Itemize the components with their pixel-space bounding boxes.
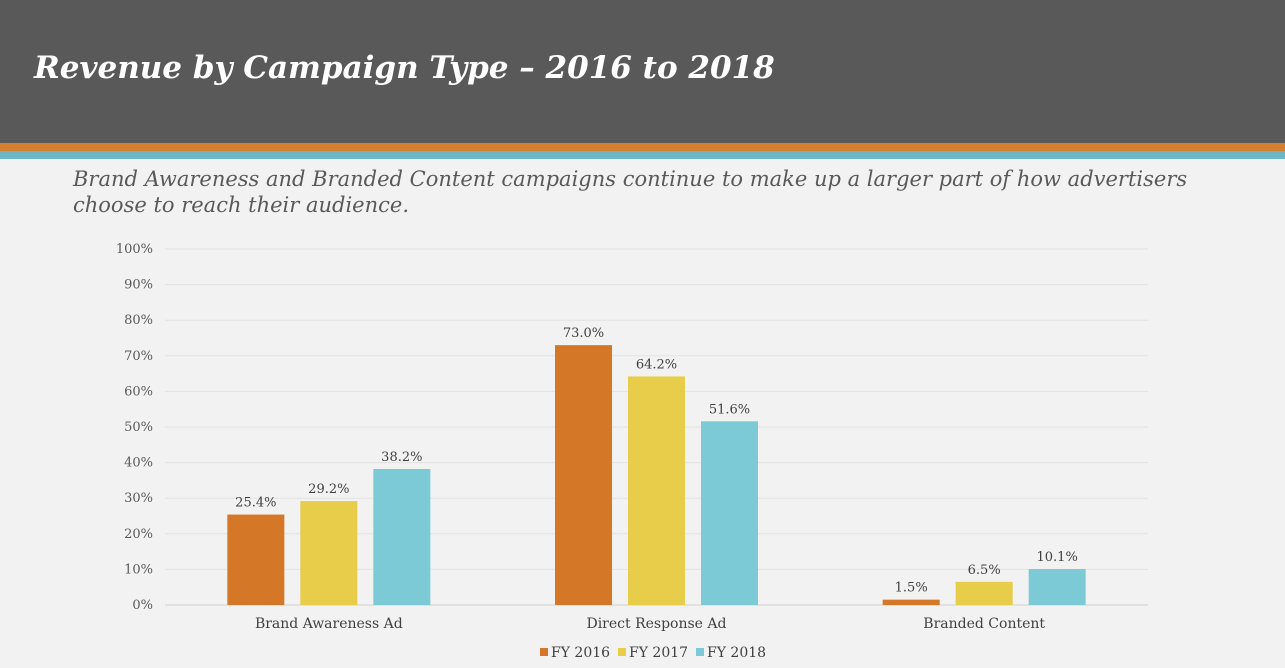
y-tick-label: 90% [124,278,153,293]
bar-fy-2018 [373,469,431,605]
data-label: 6.5% [968,563,1001,578]
legend-label: FY 2018 [707,645,766,661]
y-tick-label: 80% [124,313,153,328]
accent-stripe-teal [0,151,1285,159]
data-label: 73.0% [563,326,604,341]
chart-legend: FY 2016 FY 2017 FY 2018 [540,645,766,661]
y-tick-label: 20% [124,527,153,542]
y-tick-label: 40% [124,456,153,471]
category-label: Direct Response Ad [586,616,726,632]
bar-fy-2016 [227,514,285,605]
data-label: 25.4% [235,496,276,511]
legend-label: FY 2017 [629,645,688,661]
header-bar: Revenue by Campaign Type – 2016 to 2018 [0,0,1285,143]
category-label: Brand Awareness Ad [255,616,403,632]
y-tick-label: 0% [132,598,153,613]
bar-fy-2018 [1028,569,1086,605]
y-tick-label: 60% [124,384,153,399]
chart-subtitle: Brand Awareness and Branded Content camp… [73,167,1188,217]
legend-label: FY 2016 [551,645,610,661]
data-label: 38.2% [381,450,422,465]
y-tick-label: 100% [116,242,153,257]
bar-fy-2017 [955,581,1013,605]
data-label: 51.6% [709,402,750,417]
bar-fy-2017 [300,501,358,605]
legend-swatch [540,648,548,656]
accent-stripe-orange [0,143,1285,151]
y-tick-label: 50% [124,420,153,435]
bar-series [227,345,1086,605]
y-tick-label: 70% [124,349,153,364]
y-tick-label: 10% [124,562,153,577]
category-labels: Brand Awareness Ad Direct Response Ad Bran… [255,616,1045,632]
y-tick-label: 30% [124,491,153,506]
data-label: 10.1% [1037,550,1078,565]
legend-swatch [696,648,704,656]
legend-swatch [618,648,626,656]
bar-fy-2018 [701,421,758,605]
data-label: 64.2% [636,357,677,372]
bar-fy-2016 [882,599,940,605]
data-label: 29.2% [308,482,349,497]
data-labels: 25.4% 29.2% 38.2% 73.0% 64.2% 51.6% 1.5% 6.5% 10… [235,326,1078,596]
page-title: Revenue by Campaign Type – 2016 to 2018 [34,50,775,86]
y-axis-ticks: 0% 10% 20% 30% 40% 50% 60% 70% 80% 90% 100% [116,242,153,613]
bar-fy-2017 [628,376,685,605]
bar-fy-2016 [555,345,612,605]
category-label: Branded Content [923,616,1045,632]
data-label: 1.5% [895,581,928,596]
